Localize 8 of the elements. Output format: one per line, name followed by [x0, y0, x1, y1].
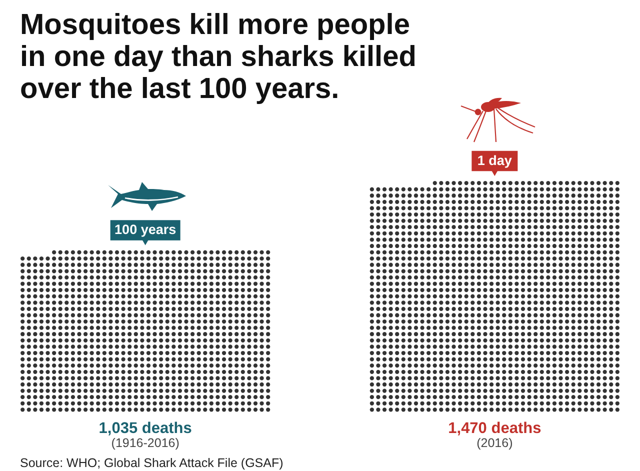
category-label: 1 day: [477, 152, 512, 168]
text: Mosquitoes kill more people in one day than sharks killed over the last 100 years.: [20, 9, 416, 105]
text: (2016): [476, 436, 513, 450]
data-label: 1,035 deaths: [98, 420, 192, 438]
data-label: 1,470 deaths: [448, 420, 542, 438]
text: (1916-2016): [111, 436, 180, 450]
source-note: Source: WHO; Global Shark Attack File (GSAF): [20, 456, 284, 470]
category-label: 100 years: [114, 222, 176, 238]
